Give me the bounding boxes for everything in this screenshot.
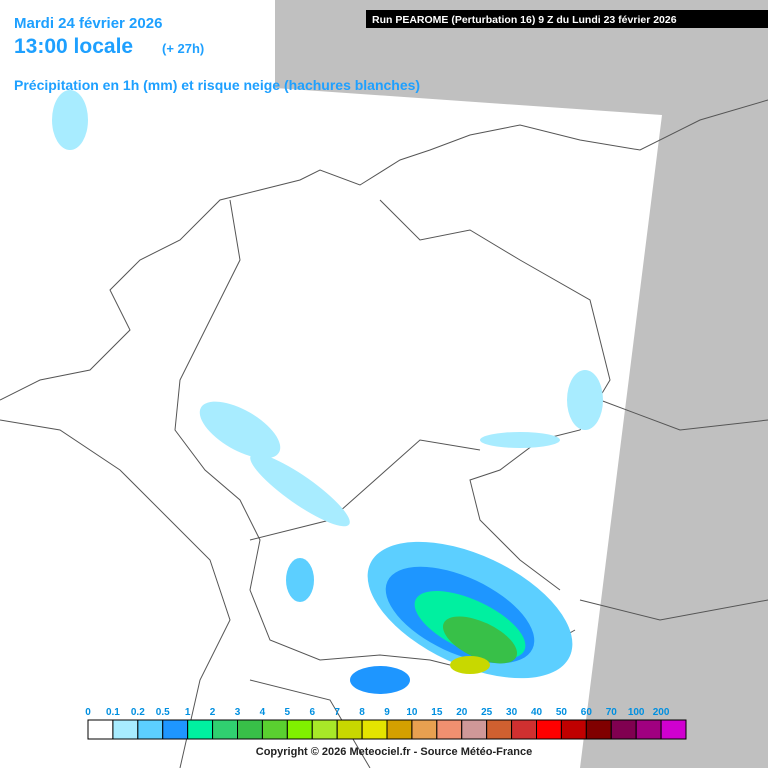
lead-time: (+ 27h): [162, 41, 204, 56]
legend-label: 2: [210, 707, 216, 718]
legend-swatch: [436, 719, 463, 740]
legend-swatch: [286, 719, 313, 740]
legend-label: 3: [235, 707, 241, 718]
subtitle: Précipitation en 1h (mm) et risque neige…: [14, 77, 420, 93]
legend-swatch: [486, 719, 513, 740]
legend-label: 70: [606, 707, 618, 718]
legend-swatch: [112, 719, 139, 740]
legend-swatch: [660, 719, 687, 740]
legend-swatch: [511, 719, 538, 740]
copyright: Copyright © 2026 Meteociel.fr - Source M…: [256, 746, 532, 758]
legend-label: 0.2: [131, 707, 145, 718]
legend-swatch: [411, 719, 438, 740]
legend-label: 6: [309, 707, 315, 718]
legend-label: 0: [85, 707, 91, 718]
legend-label: 25: [481, 707, 493, 718]
legend-label: 8: [359, 707, 365, 718]
legend-swatch: [137, 719, 164, 740]
legend-swatch: [610, 719, 637, 740]
legend-label: 60: [581, 707, 593, 718]
legend-label: 0.1: [106, 707, 120, 718]
legend-swatch: [311, 719, 338, 740]
legend-swatch: [187, 719, 214, 740]
run-info: Run PEAROME (Perturbation 16) 9 Z du Lun…: [372, 14, 677, 26]
legend-swatch: [560, 719, 587, 740]
run-banner: [366, 10, 768, 28]
time: 13:00 locale: [14, 35, 133, 58]
legend-label: 5: [285, 707, 291, 718]
legend-swatch: [461, 719, 488, 740]
legend-swatch: [336, 719, 363, 740]
legend-label: 200: [653, 707, 670, 718]
legend-label: 30: [506, 707, 518, 718]
date: Mardi 24 février 2026: [14, 15, 162, 32]
legend-label: 50: [556, 707, 568, 718]
legend-swatch: [361, 719, 388, 740]
legend-label: 7: [334, 707, 340, 718]
legend-swatch: [635, 719, 662, 740]
legend-swatch: [536, 719, 562, 740]
legend-label: 9: [384, 707, 390, 718]
legend-swatch: [87, 719, 114, 740]
legend-label: 4: [260, 707, 266, 718]
legend-label: 0.5: [156, 707, 170, 718]
legend-label: 1: [185, 707, 191, 718]
legend-label: 10: [406, 707, 418, 718]
legend: 0 0.1 0.2 0.5 1 2 3 4 5 6 7 8 9 10 15 20 25 30 40 50 60 70 100…: [85, 707, 687, 740]
legend-swatch: [585, 719, 612, 740]
legend-swatch: [162, 719, 189, 740]
legend-swatch: [237, 719, 263, 740]
legend-label: 20: [456, 707, 468, 718]
precipitation: [52, 90, 603, 694]
legend-swatch: [386, 719, 413, 740]
legend-label: 15: [431, 707, 443, 718]
legend-label: 40: [531, 707, 543, 718]
legend-swatch: [212, 719, 238, 740]
legend-swatch: [261, 719, 288, 740]
legend-label: 100: [628, 707, 645, 718]
